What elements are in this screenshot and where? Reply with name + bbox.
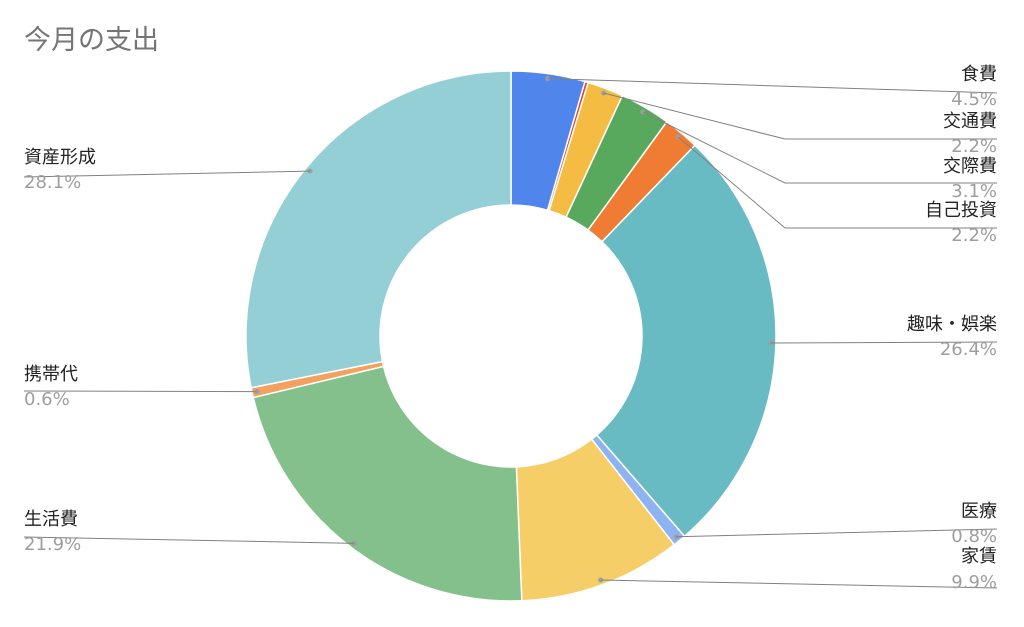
slice-label-0: 食費 <box>961 64 997 85</box>
slice-percent-10: 28.1% <box>24 172 81 193</box>
slice-percent-8: 21.9% <box>24 534 81 555</box>
leader-line-2 <box>603 92 997 140</box>
slice-label-3: 交際費 <box>943 156 997 177</box>
leader-line-5 <box>770 341 998 344</box>
leader-line-9 <box>23 390 258 393</box>
leader-line-7 <box>600 579 998 589</box>
leader-lines <box>23 76 998 589</box>
slice-percent-0: 4.5% <box>951 89 997 110</box>
slice-percent-4: 2.2% <box>951 225 997 246</box>
leader-line-10 <box>23 170 311 178</box>
slice-label-5: 趣味・娯楽 <box>907 314 997 335</box>
slice-label-8: 生活費 <box>24 509 78 530</box>
leader-line-8 <box>23 536 355 544</box>
leader-line-4 <box>677 136 997 229</box>
leader-line-6 <box>676 528 998 538</box>
slice-percent-9: 0.6% <box>24 389 70 410</box>
slice-label-2: 交通費 <box>943 111 997 132</box>
slice-percent-7: 9.9% <box>951 572 997 593</box>
slice-percent-2: 2.2% <box>951 136 997 157</box>
slice-label-10: 資産形成 <box>24 147 96 168</box>
slice-label-7: 家賃 <box>961 546 997 567</box>
donut-slice-5 <box>595 144 777 538</box>
slice-percent-6: 0.8% <box>951 526 997 547</box>
donut-slice-8 <box>252 365 523 602</box>
slice-label-9: 携帯代 <box>24 364 78 385</box>
slice-label-6: 医療 <box>961 501 997 522</box>
leader-line-3 <box>642 111 997 184</box>
chart-title: 今月の支出 <box>24 25 159 56</box>
slice-percent-3: 3.1% <box>951 181 997 202</box>
slice-percent-5: 26.4% <box>940 339 997 360</box>
donut-slice-10 <box>245 70 512 389</box>
leader-line-0 <box>547 78 998 94</box>
donut-slices <box>245 70 777 602</box>
slice-label-4: 自己投資 <box>925 200 997 221</box>
slice-labels: 食費4.5%交通費2.2%交際費3.1%自己投資2.2%趣味・娯楽26.4%医療… <box>24 64 997 593</box>
